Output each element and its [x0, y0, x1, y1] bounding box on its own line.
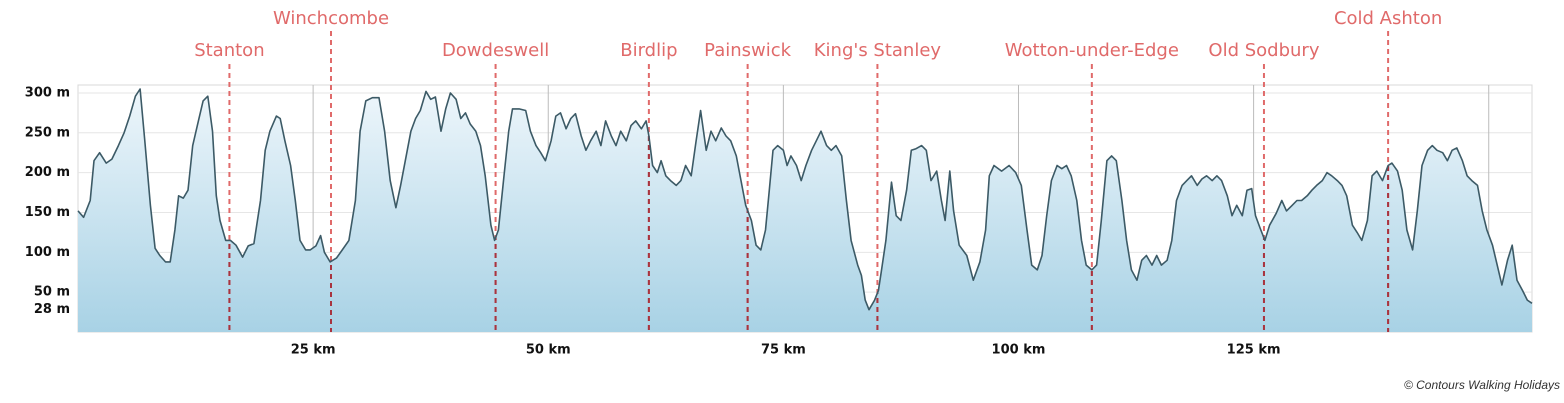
- town-label: Winchcombe: [273, 8, 389, 29]
- town-label: Cold Ashton: [1334, 8, 1442, 29]
- y-tick-label: 28 m: [34, 302, 70, 317]
- x-tick-label: 50 km: [526, 343, 571, 358]
- town-label: Dowdeswell: [442, 40, 549, 61]
- x-tick-label: 75 km: [761, 343, 806, 358]
- y-tick-label: 200 m: [25, 165, 70, 180]
- y-tick-label: 150 m: [25, 205, 70, 220]
- town-label: Birdlip: [620, 40, 677, 61]
- credit: © Contours Walking Holidays: [1404, 378, 1560, 392]
- x-tick-label: 100 km: [992, 343, 1046, 358]
- town-label: Wotton-under-Edge: [1005, 40, 1179, 61]
- elevation-line: [77, 88, 1533, 311]
- y-tick-label: 250 m: [25, 125, 70, 140]
- y-tick-label: 100 m: [25, 245, 70, 260]
- y-tick-label: 50 m: [34, 285, 70, 300]
- x-tick-label: 25 km: [291, 343, 336, 358]
- y-tick-label: 300 m: [25, 85, 70, 100]
- town-label: King's Stanley: [814, 40, 942, 61]
- town-labels: Stanton Winchcombe Dowdeswell Birdlip Painsw…: [194, 8, 1442, 61]
- town-label: Old Sodbury: [1208, 40, 1319, 61]
- town-label: Stanton: [194, 40, 264, 61]
- elevation-area: [78, 89, 1532, 332]
- town-label: Painswick: [704, 40, 791, 61]
- x-tick-label: 125 km: [1227, 343, 1281, 358]
